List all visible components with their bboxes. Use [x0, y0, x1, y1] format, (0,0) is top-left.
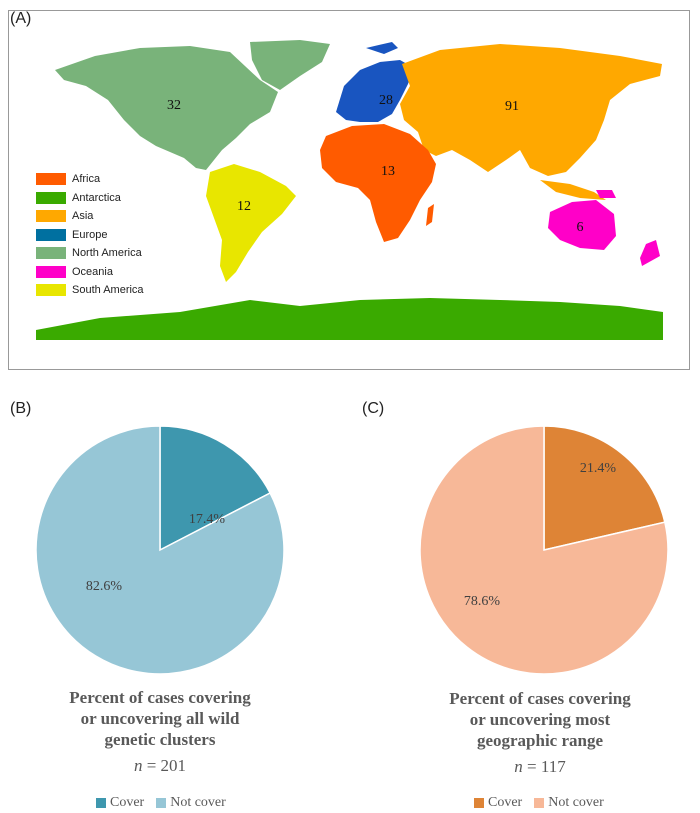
legend-item-africa: Africa	[36, 170, 144, 189]
legend-swatch-not-cover	[534, 798, 545, 808]
legend-item-south-america: South America	[36, 281, 144, 300]
pie-c-slice-cover	[543, 425, 666, 551]
panel-label-c: (C)	[362, 400, 385, 417]
legend-label: Asia	[72, 210, 94, 223]
pie-c-title: Percent of cases covering or uncovering …	[400, 688, 680, 751]
pie-c-label-cover: 21.4%	[579, 461, 617, 476]
n-symbol: n	[133, 756, 143, 775]
count-north-america: 32	[167, 98, 181, 113]
n-symbol: n	[514, 757, 523, 776]
pie-b-slice-not-cover	[35, 425, 285, 675]
world-map	[36, 40, 663, 340]
legend-label-not-cover: Not cover	[548, 795, 604, 810]
pie-b-label-cover: 17.4%	[188, 512, 226, 527]
n-value: = 201	[146, 756, 187, 775]
legend-item-asia: Asia	[36, 207, 144, 226]
legend-item-oceania: Oceania	[36, 263, 144, 282]
legend-swatch	[36, 210, 66, 223]
region-madagascar	[426, 204, 434, 226]
pie-b-title: Percent of cases covering or uncovering …	[20, 687, 300, 750]
pie-b-n: n = 201	[20, 756, 300, 776]
count-oceania: 6	[576, 220, 584, 235]
legend-item-europe: Europe	[36, 226, 144, 245]
map-legend: Africa Antarctica Asia Europe North Amer…	[36, 170, 144, 300]
pie-b-title-line: or uncovering all wild	[80, 709, 240, 728]
region-north-america	[55, 46, 278, 170]
count-europe: 28	[379, 93, 393, 108]
pie-c-title-line: geographic range	[476, 731, 604, 750]
legend-label-cover: Cover	[488, 795, 523, 810]
panel-label-a: (A)	[10, 10, 32, 27]
region-oceania	[548, 200, 616, 250]
region-greenland	[250, 40, 330, 90]
region-europe-north	[366, 42, 398, 54]
world-map-frame	[8, 10, 690, 370]
pie-b-legend: Cover Not cover	[96, 795, 226, 811]
legend-swatch-cover	[96, 798, 106, 808]
legend-swatch	[36, 191, 66, 204]
region-south-america	[206, 164, 296, 282]
legend-label: Oceania	[72, 265, 113, 278]
legend-label: Africa	[72, 173, 101, 186]
legend-swatch-cover	[474, 798, 484, 808]
legend-label: Antarctica	[72, 191, 121, 204]
pie-c-title-line: or uncovering most	[469, 710, 611, 729]
region-europe	[336, 60, 414, 122]
pie-chart-genetic-clusters	[35, 425, 285, 675]
region-png	[596, 190, 616, 198]
pie-b-title-line: Percent of cases covering	[69, 688, 251, 707]
pie-c-slice-not-cover	[419, 425, 669, 675]
pie-chart-geographic-range	[419, 425, 669, 675]
region-new-zealand	[640, 240, 660, 266]
legend-label-not-cover: Not cover	[170, 795, 226, 810]
pie-c-title-line: Percent of cases covering	[449, 689, 631, 708]
pie-b-label-not-cover: 82.6%	[85, 579, 123, 594]
legend-label: Europe	[72, 228, 108, 241]
legend-swatch	[36, 247, 66, 260]
legend-swatch-not-cover	[156, 798, 167, 808]
pie-b-slice-cover	[159, 425, 272, 552]
legend-swatch	[36, 228, 66, 241]
pie-c-n: n = 117	[400, 757, 680, 777]
legend-swatch	[36, 265, 66, 278]
legend-item-north-america: North America	[36, 244, 144, 263]
pie-c-label-not-cover: 78.6%	[463, 594, 501, 609]
legend-label: North America	[72, 247, 142, 260]
n-value: = 117	[527, 757, 566, 776]
count-africa: 13	[381, 164, 395, 179]
panel-label-b: (B)	[10, 400, 32, 417]
pie-c-legend: Cover Not cover	[474, 795, 604, 811]
legend-item-antarctica: Antarctica	[36, 189, 144, 208]
legend-swatch	[36, 173, 66, 186]
legend-label: South America	[72, 284, 144, 297]
count-asia: 91	[505, 99, 519, 114]
count-south-america: 12	[237, 199, 251, 214]
legend-swatch	[36, 284, 66, 297]
legend-label-cover: Cover	[110, 795, 145, 810]
pie-b-title-line: genetic clusters	[104, 730, 216, 749]
region-antarctica	[36, 298, 663, 340]
region-asia-islands	[540, 180, 606, 200]
region-asia	[400, 44, 662, 176]
region-africa	[320, 124, 436, 242]
